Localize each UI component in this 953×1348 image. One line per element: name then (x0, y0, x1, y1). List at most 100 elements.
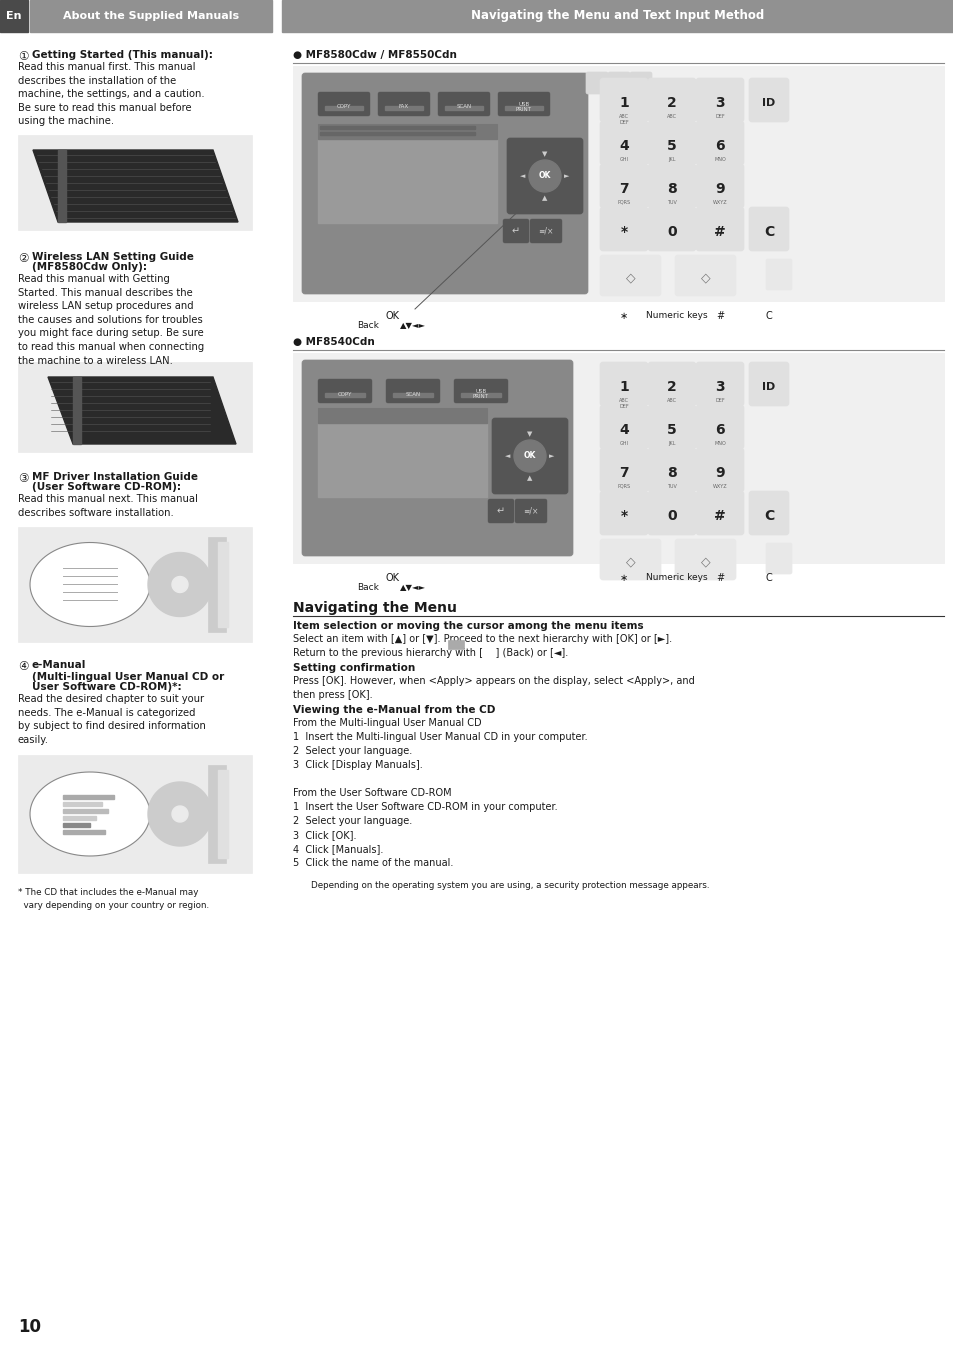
FancyBboxPatch shape (647, 164, 696, 208)
Text: ABC: ABC (666, 115, 677, 119)
Text: ①: ① (18, 50, 29, 63)
Text: (φ): (φ) (359, 279, 370, 287)
FancyBboxPatch shape (647, 363, 696, 406)
Text: * The CD that includes the e-Manual may
  vary depending on your country or regi: * The CD that includes the e-Manual may … (18, 888, 209, 910)
Text: WXYZ: WXYZ (712, 200, 726, 205)
Text: GHI: GHI (618, 156, 628, 162)
Bar (314, 404, 490, 500)
Text: OK: OK (386, 311, 399, 321)
Text: 0: 0 (666, 510, 676, 523)
Text: Wireless LAN Setting Guide: Wireless LAN Setting Guide (32, 252, 193, 262)
Polygon shape (30, 542, 150, 627)
FancyBboxPatch shape (599, 208, 647, 251)
Bar (60, 789, 120, 838)
Text: ④: ④ (18, 661, 29, 673)
Bar (18, 755, 252, 874)
Text: C: C (765, 311, 772, 321)
Bar (293, 66, 943, 301)
Text: SCAN: SCAN (405, 391, 420, 396)
Text: ▲▼◄►: ▲▼◄► (399, 582, 426, 592)
Text: 4: 4 (618, 423, 628, 437)
FancyBboxPatch shape (647, 404, 696, 449)
Text: ID: ID (761, 98, 775, 108)
Text: (MF8580Cdw Only):: (MF8580Cdw Only): (32, 262, 147, 272)
Text: *: * (619, 225, 627, 239)
Bar (317, 408, 486, 423)
FancyBboxPatch shape (599, 448, 647, 492)
Text: C: C (763, 510, 773, 523)
FancyBboxPatch shape (748, 363, 788, 406)
FancyBboxPatch shape (748, 78, 788, 123)
Text: About the Supplied Manuals: About the Supplied Manuals (63, 11, 239, 22)
Polygon shape (148, 782, 212, 847)
Text: MNO: MNO (714, 156, 725, 162)
Text: Getting Started (This manual):: Getting Started (This manual): (32, 50, 213, 61)
Text: 7: 7 (618, 182, 628, 195)
FancyBboxPatch shape (599, 404, 647, 449)
Text: Navigating the Menu: Navigating the Menu (293, 601, 456, 615)
Bar (0, 0, 28, 32)
FancyBboxPatch shape (317, 92, 370, 116)
Text: ≡/×: ≡/× (523, 507, 538, 515)
Text: ABC: ABC (666, 398, 677, 403)
Text: 5: 5 (666, 139, 677, 154)
Text: User Software CD-ROM)*:: User Software CD-ROM)*: (32, 682, 181, 692)
FancyBboxPatch shape (696, 164, 743, 208)
Text: OK: OK (523, 452, 536, 461)
Text: Back: Back (356, 582, 378, 592)
Text: ◄: ◄ (505, 453, 510, 460)
Text: 10: 10 (18, 1318, 41, 1336)
Text: WXYZ: WXYZ (712, 484, 726, 489)
FancyBboxPatch shape (599, 491, 647, 535)
Text: ▼: ▼ (527, 431, 532, 437)
FancyBboxPatch shape (748, 208, 788, 251)
Text: En: En (7, 11, 22, 22)
Bar (504, 106, 542, 111)
Bar (63, 824, 90, 828)
Text: ↵: ↵ (497, 506, 504, 516)
FancyBboxPatch shape (454, 379, 507, 403)
FancyBboxPatch shape (599, 78, 647, 123)
FancyBboxPatch shape (599, 121, 647, 164)
Text: 1: 1 (618, 380, 628, 394)
FancyBboxPatch shape (317, 379, 372, 403)
FancyBboxPatch shape (696, 121, 743, 164)
Text: ↵: ↵ (512, 226, 519, 236)
FancyBboxPatch shape (302, 360, 573, 555)
Text: (User Software CD-ROM):: (User Software CD-ROM): (32, 483, 181, 492)
FancyBboxPatch shape (748, 491, 788, 535)
Bar (63, 802, 102, 806)
Circle shape (529, 160, 560, 191)
Text: C: C (765, 573, 772, 582)
Bar (317, 408, 486, 497)
FancyBboxPatch shape (696, 404, 743, 449)
Text: (Multi-lingual User Manual CD or: (Multi-lingual User Manual CD or (32, 673, 224, 682)
FancyBboxPatch shape (377, 92, 430, 116)
Bar (208, 537, 226, 632)
Bar (18, 527, 252, 642)
FancyBboxPatch shape (607, 71, 629, 94)
FancyBboxPatch shape (599, 539, 660, 580)
Bar (444, 106, 482, 111)
FancyBboxPatch shape (647, 491, 696, 535)
Text: Navigating the Menu and Text Input Method: Navigating the Menu and Text Input Metho… (471, 9, 763, 23)
Text: ∗: ∗ (619, 573, 627, 582)
Bar (460, 394, 500, 398)
FancyBboxPatch shape (647, 78, 696, 123)
Text: GHI: GHI (618, 441, 628, 446)
Text: 1: 1 (618, 96, 628, 111)
Text: ►: ► (564, 173, 569, 179)
Text: Viewing the e-Manual from the CD: Viewing the e-Manual from the CD (293, 705, 495, 714)
Bar (30, 0, 272, 32)
Text: Press [OK]. However, when <Apply> appears on the display, select <Apply>, and
th: Press [OK]. However, when <Apply> appear… (293, 675, 694, 700)
Bar (393, 394, 433, 398)
Text: PQRS: PQRS (617, 200, 630, 205)
Text: USB
PRINT: USB PRINT (473, 388, 489, 399)
Text: ▼: ▼ (541, 151, 547, 156)
Text: Back: Back (356, 321, 378, 330)
Text: ▲: ▲ (527, 474, 532, 481)
Text: TUV: TUV (666, 484, 677, 489)
FancyBboxPatch shape (647, 121, 696, 164)
FancyBboxPatch shape (488, 499, 514, 523)
Text: MF Driver Installation Guide: MF Driver Installation Guide (32, 472, 198, 483)
